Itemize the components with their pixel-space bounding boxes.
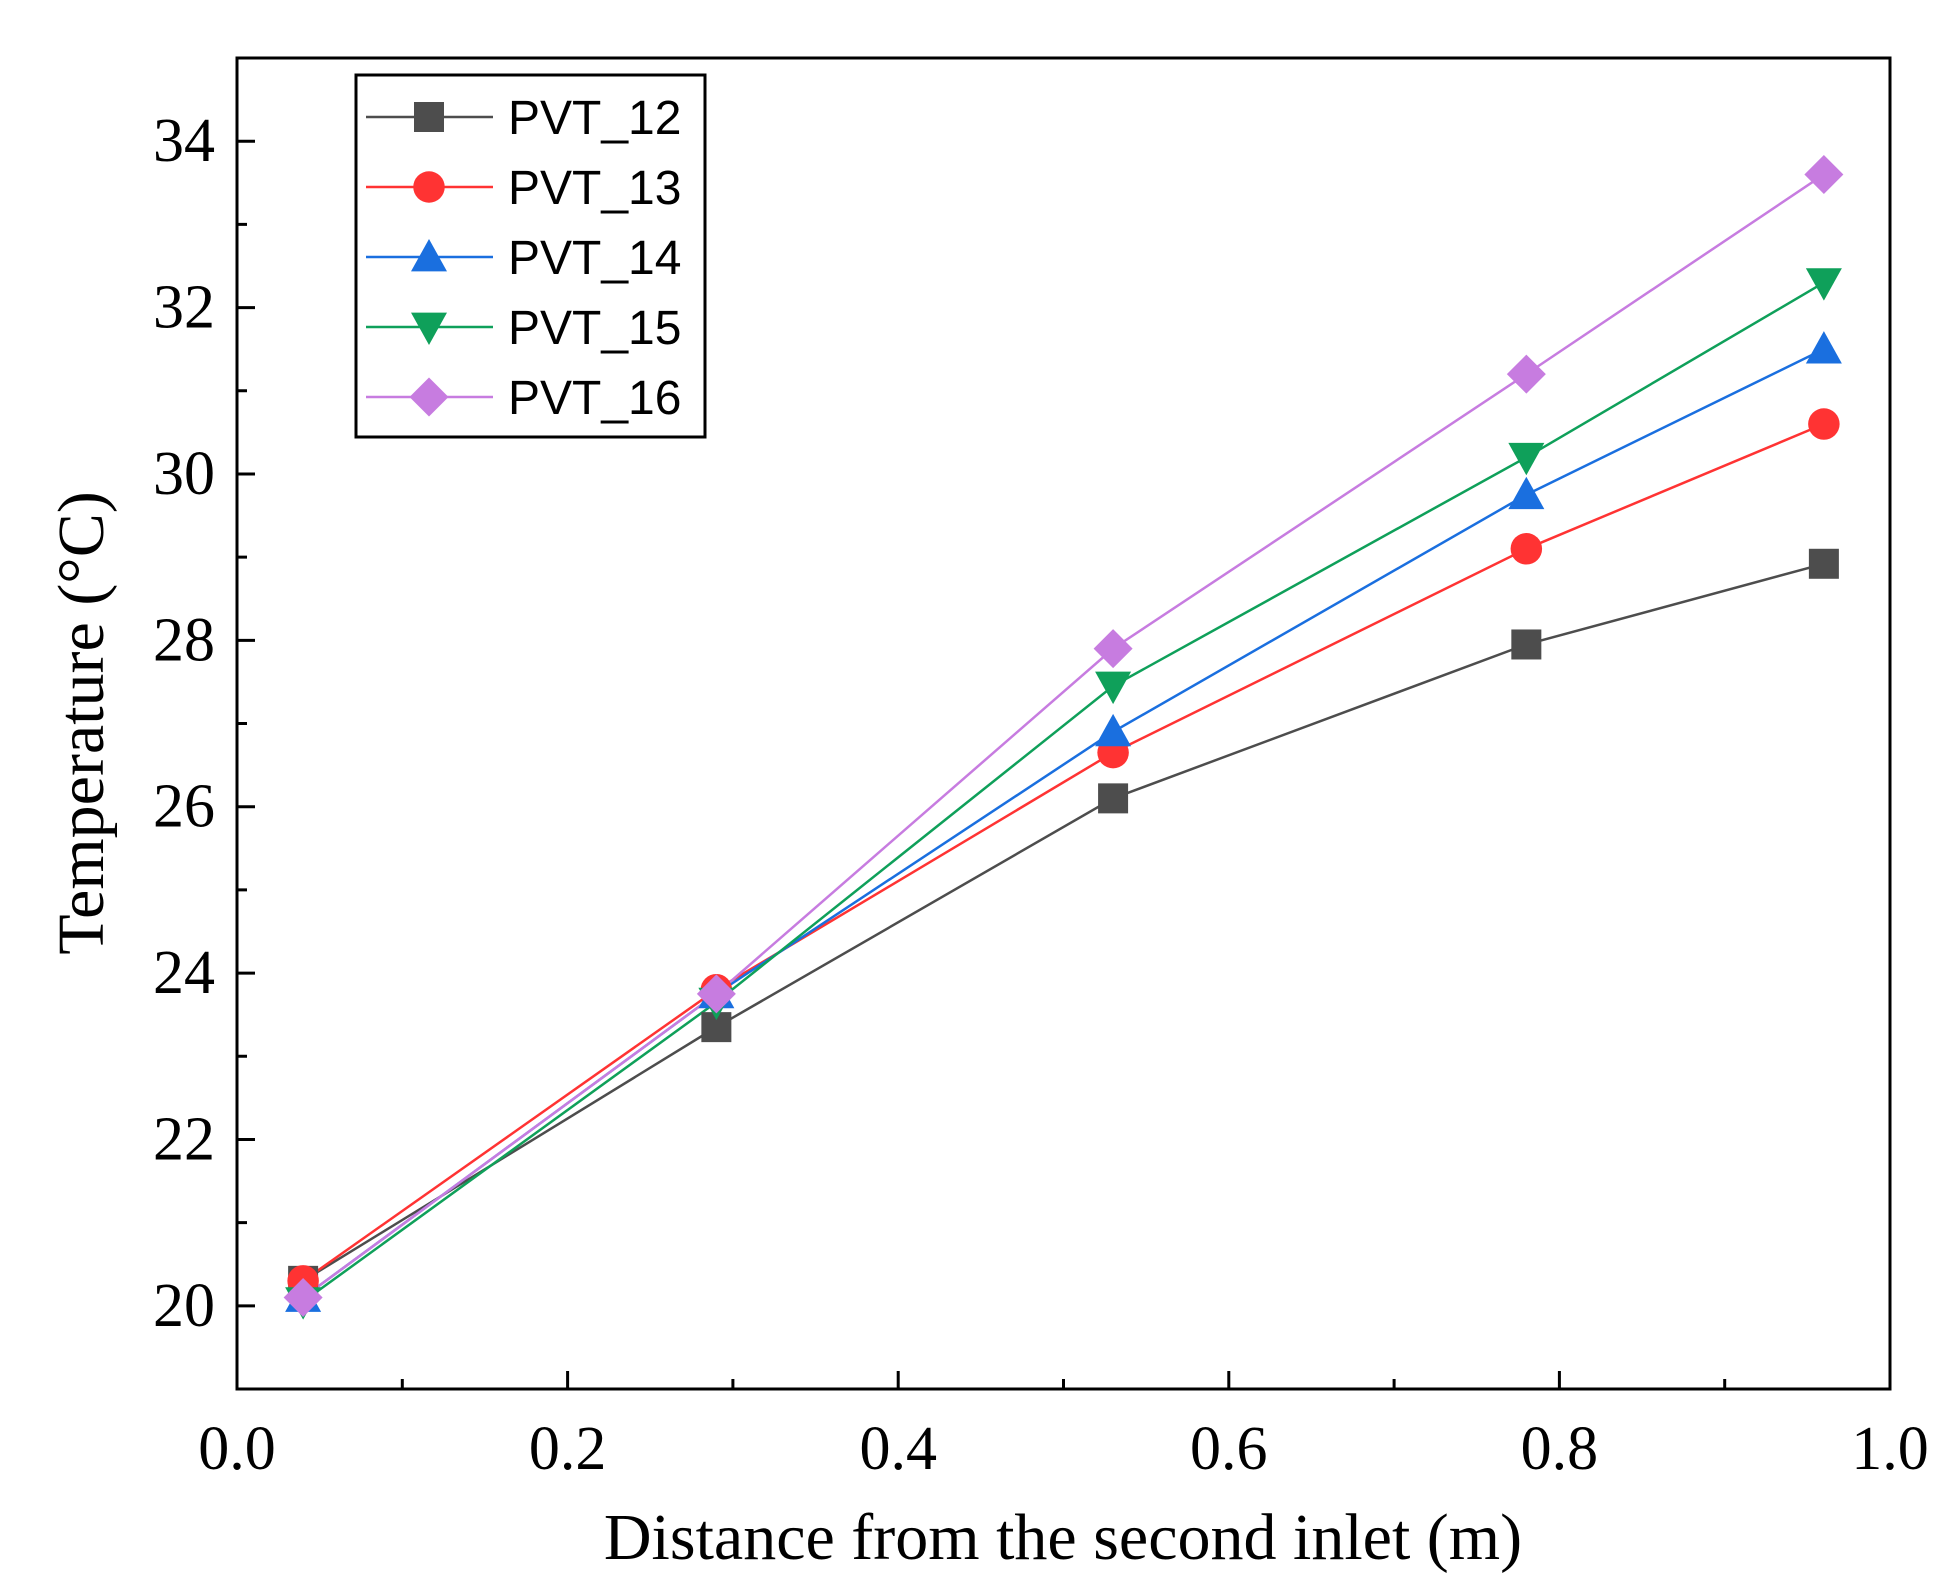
- data-point-PVT_13: [1510, 533, 1543, 565]
- y-tick-label: 32: [153, 274, 215, 342]
- tick-labels-layer: 0.0 0.2 0.4 0.6 0.8 1.0 20 22 24 26 28 30 32 34: [153, 107, 1929, 1483]
- legend-marker-PVT_16: [409, 377, 449, 417]
- data-point-PVT_15: [1508, 442, 1545, 476]
- x-tick-label: 0.0: [198, 1415, 276, 1483]
- y-tick-label: 20: [153, 1272, 215, 1340]
- x-tick-label: 0.6: [1190, 1415, 1268, 1483]
- legend-label-PVT_16: PVT_16: [508, 372, 681, 425]
- data-point-PVT_12: [1808, 548, 1839, 579]
- x-tick-label: 0.4: [859, 1415, 937, 1483]
- y-tick-label: 24: [153, 939, 215, 1007]
- y-axis-title: Temperature (°C): [45, 491, 118, 954]
- legend-marker-PVT_14: [411, 239, 447, 272]
- data-point-PVT_12: [1511, 629, 1542, 660]
- legend-box: [354, 73, 707, 439]
- data-point-PVT_12: [1098, 783, 1129, 814]
- data-point-PVT_14: [1095, 713, 1132, 747]
- data-point-PVT_15: [1095, 671, 1132, 705]
- legend-marker-PVT_13: [413, 171, 445, 203]
- legend: PVT_12 PVT_13 PVT_14 PVT_15 PVT_16: [354, 73, 707, 439]
- legend-marker-PVT_15: [411, 312, 447, 345]
- data-point-PVT_16: [1506, 354, 1546, 394]
- x-tick-label: 0.8: [1521, 1415, 1599, 1483]
- x-tick-label: 1.0: [1851, 1415, 1929, 1483]
- y-tick-label: 22: [153, 1105, 215, 1173]
- data-point-PVT_15: [1805, 268, 1842, 301]
- series-markers-layer: [283, 154, 1844, 1320]
- legend-label-PVT_13: PVT_13: [508, 162, 681, 215]
- data-point-PVT_13: [1808, 408, 1840, 440]
- data-point-PVT_16: [1804, 154, 1844, 194]
- y-tick-label: 26: [153, 773, 215, 841]
- y-tick-label: 30: [153, 440, 215, 508]
- data-point-PVT_14: [1805, 331, 1842, 364]
- legend-label-PVT_12: PVT_12: [508, 92, 681, 145]
- data-point-PVT_14: [1508, 476, 1545, 510]
- legend-label-PVT_14: PVT_14: [508, 232, 681, 285]
- legend-marker-PVT_12: [414, 102, 444, 132]
- data-point-PVT_16: [696, 974, 736, 1014]
- y-tick-label: 28: [153, 606, 215, 674]
- x-tick-label: 0.2: [529, 1415, 607, 1483]
- data-point-PVT_16: [283, 1277, 323, 1317]
- x-axis-title: Distance from the second inlet (m): [604, 1501, 1522, 1574]
- y-tick-label: 34: [153, 107, 215, 175]
- plot-frame: [235, 56, 1892, 1391]
- legend-entries: PVT_12 PVT_13 PVT_14 PVT_15 PVT_16: [366, 92, 681, 425]
- data-point-PVT_16: [1093, 629, 1133, 669]
- legend-label-PVT_15: PVT_15: [508, 302, 681, 355]
